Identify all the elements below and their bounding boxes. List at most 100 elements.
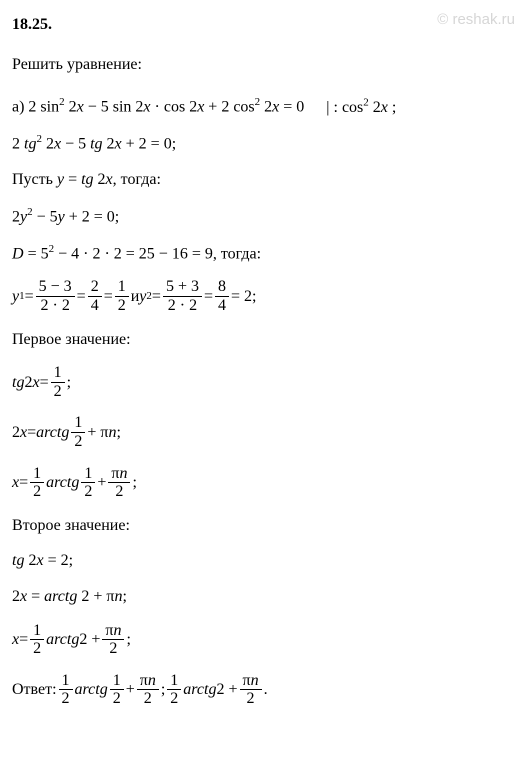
divide-by: | : cos2 2x ; [326,99,396,116]
denominator: 2 [240,690,262,708]
numerator: 1 [71,414,85,433]
text: Пусть [12,171,57,188]
text: = 0 [279,99,304,116]
text: ; [116,422,120,444]
numerator: 1 [30,465,44,484]
var-y: y [12,286,19,308]
fraction: 12 [30,465,44,501]
numerator: 1 [30,622,44,641]
text: 2 [94,171,106,188]
denominator: 2 [30,640,44,658]
text: + 2 = 0; [122,135,177,152]
text: 2 + π [77,588,114,605]
text: 2 + [216,679,237,701]
watermark: © reshak.ru [437,10,515,30]
text: · cos 2 [151,99,198,116]
text: = 2; [44,552,73,569]
var-x: x [77,99,84,116]
fraction: πn2 [108,465,130,501]
text: ; [132,472,136,494]
fraction: 12 [30,622,44,658]
text: + [126,679,135,701]
text: ; [161,679,165,701]
first-value-line-2: 2x = arctg 12 + πn; [12,414,513,450]
heading-first-value: Первое значение: [12,329,513,351]
var-y: y [139,286,146,308]
denominator: 2 · 2 [36,297,75,315]
answer-line: Ответ: 12 arctg 12 + πn2 ; 12 arctg 2 + … [12,672,513,708]
denominator: 2 [51,383,65,401]
text: 2 [260,99,272,116]
tg: tg [12,372,24,394]
text: 2 [12,208,20,225]
fraction: 12 [115,278,129,314]
numerator: 1 [51,364,65,383]
numerator: 5 + 3 [163,278,202,297]
denominator: 2 [108,483,130,501]
fraction: 12 [110,672,124,708]
fraction: 12 [167,672,181,708]
fraction: 12 [71,414,85,450]
fraction: 5 + 32 · 2 [163,278,202,314]
var-x: x [32,372,39,394]
var-x: x [36,552,43,569]
text: . [264,679,268,701]
denominator: 4 [88,297,102,315]
answer-label: Ответ: [12,679,57,701]
fraction: 12 [81,465,95,501]
text: + [97,472,106,494]
text: = [152,286,161,308]
text: = 5 [24,245,49,262]
text: ; [67,372,71,394]
denominator: 2 [71,433,85,451]
fraction: πn2 [102,622,124,658]
var-D: D [12,245,24,262]
roots-line: y1 = 5 − 32 · 2 = 24 = 12 и y2 = 5 + 32 … [12,278,513,314]
fraction: 5 − 32 · 2 [36,278,75,314]
text: 2 [12,135,24,152]
arctg: arctg [75,679,108,701]
arctg: arctg [46,472,79,494]
numerator: 5 − 3 [36,278,75,297]
var-n: n [108,422,116,444]
text: + 2 = 0; [65,208,120,225]
denominator: 2 [167,690,181,708]
numerator: πn [108,465,130,484]
numerator: πn [137,672,159,691]
text: = [27,588,44,605]
var-x: x [12,629,19,651]
discriminant-line: D = 52 − 4 · 2 · 2 = 25 − 16 = 9, тогда: [12,242,513,265]
text: 2 [42,135,54,152]
text: a) 2 sin [12,99,59,116]
fraction: 84 [215,278,229,314]
text: = [19,472,28,494]
denominator: 2 [102,640,124,658]
var-x: x [20,422,27,444]
text: , тогда: [113,171,161,188]
text: 2 [12,422,20,444]
denominator: 2 [110,690,124,708]
first-value-line-1: tg 2x = 12 ; [12,364,513,400]
heading-second-value: Второе значение: [12,515,513,537]
equation-line-2: 2 tg2 2x − 5 tg 2x + 2 = 0; [12,132,513,155]
var-x: x [54,135,61,152]
numerator: 1 [59,672,73,691]
tg: tg [24,135,36,152]
numerator: πn [240,672,262,691]
fraction: 24 [88,278,102,314]
tg: tg [81,171,93,188]
text: 2 [65,99,77,116]
denominator: 4 [215,297,229,315]
tg: tg [90,135,102,152]
text: + π [87,422,108,444]
text: − 5 [61,135,90,152]
first-value-line-3: x = 12 arctg 12 + πn2 ; [12,465,513,501]
denominator: 2 [137,690,159,708]
text: ; [122,588,126,605]
text: = [64,171,81,188]
numerator: 2 [88,278,102,297]
var-x: x [143,99,150,116]
fraction: πn2 [240,672,262,708]
text: 2 [24,552,36,569]
second-value-line-3: x = 12 arctg 2 + πn2 ; [12,622,513,658]
